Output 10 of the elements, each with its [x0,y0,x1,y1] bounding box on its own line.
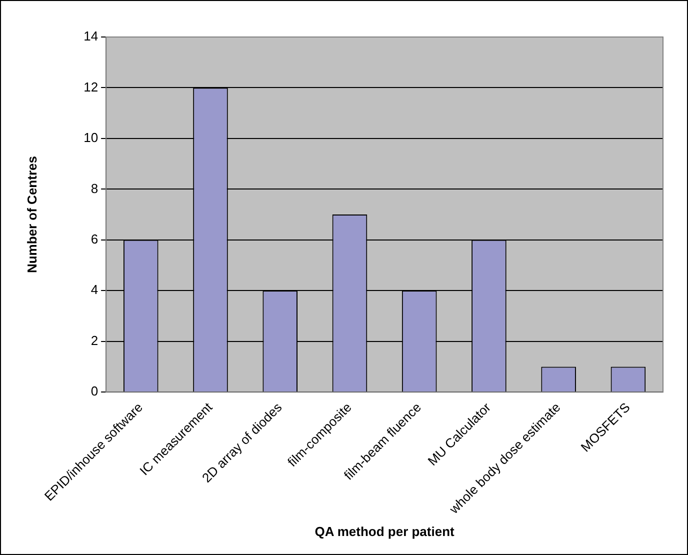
y-tick-label: 10 [84,130,98,146]
x-axis-title: QA method per patient [314,524,456,539]
y-tick-label: 0 [90,384,98,399]
y-tick-label: 4 [90,282,98,298]
y-axis-title: Number of Centres [24,156,40,274]
y-tick-label: 12 [84,79,98,94]
y-tick-label: 2 [90,332,98,348]
y-tick-label: 14 [84,28,98,44]
y-tick-label: 6 [90,231,98,246]
y-tick-label: 8 [90,180,98,196]
